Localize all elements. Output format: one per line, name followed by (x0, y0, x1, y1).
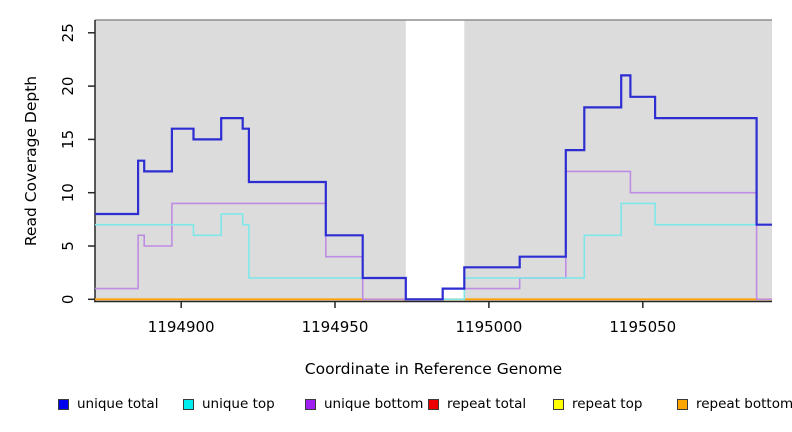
x-tick-label: 1195050 (609, 318, 676, 336)
y-tick-label: 20 (59, 77, 77, 96)
series-line-unique-bottom (95, 170, 772, 301)
x-tick-label: 1195000 (455, 318, 522, 336)
y-tick-label: 10 (59, 183, 77, 202)
series-line-unique-total (95, 74, 772, 301)
shaded-region (464, 20, 772, 302)
shaded-region (95, 20, 406, 302)
y-tick-label: 0 (59, 295, 77, 305)
x-axis-title: Coordinate in Reference Genome (304, 360, 563, 378)
y-axis-title: Read Coverage Depth (22, 75, 40, 247)
y-tick-label: 25 (59, 23, 77, 42)
y-tick-label: 15 (59, 130, 77, 149)
y-tick-label: 5 (59, 241, 77, 251)
x-tick-label: 1194900 (148, 318, 215, 336)
x-tick-label: 1194950 (302, 318, 369, 336)
